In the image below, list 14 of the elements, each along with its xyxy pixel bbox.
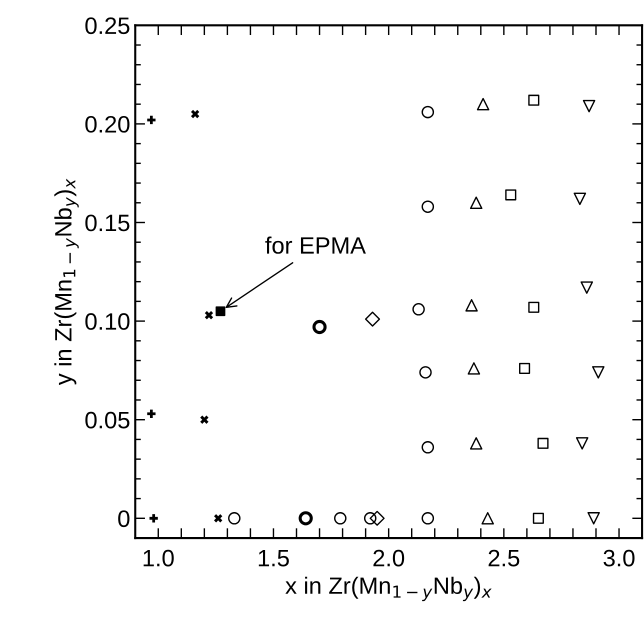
x-axis-title: x in Zr(Mn$_{1−y}$Nb$_{y}$)$_{x}$ (285, 576, 492, 602)
x-tick-label: 1.0 (144, 550, 174, 566)
y-tick-label: 0.10 (85, 313, 130, 330)
x-tick-label: 1.5 (258, 550, 289, 566)
x-tick-label: 2.5 (488, 550, 520, 566)
y-tick-label: 0.20 (85, 116, 130, 133)
x-tick-label: 2.0 (373, 550, 404, 566)
y-axis-title: y in Zr(Mn$_{1−y}$Nb$_{y}$)$_{x}$ (54, 178, 79, 386)
annotation: for EPMA (265, 236, 366, 254)
y-tick-label: 0.25 (85, 17, 130, 34)
x-tick-label: 3.0 (604, 550, 635, 566)
y-tick-label: 0.15 (85, 214, 130, 232)
y-tick-label: 0.05 (85, 412, 130, 428)
y-tick-label: 0 (118, 510, 130, 528)
